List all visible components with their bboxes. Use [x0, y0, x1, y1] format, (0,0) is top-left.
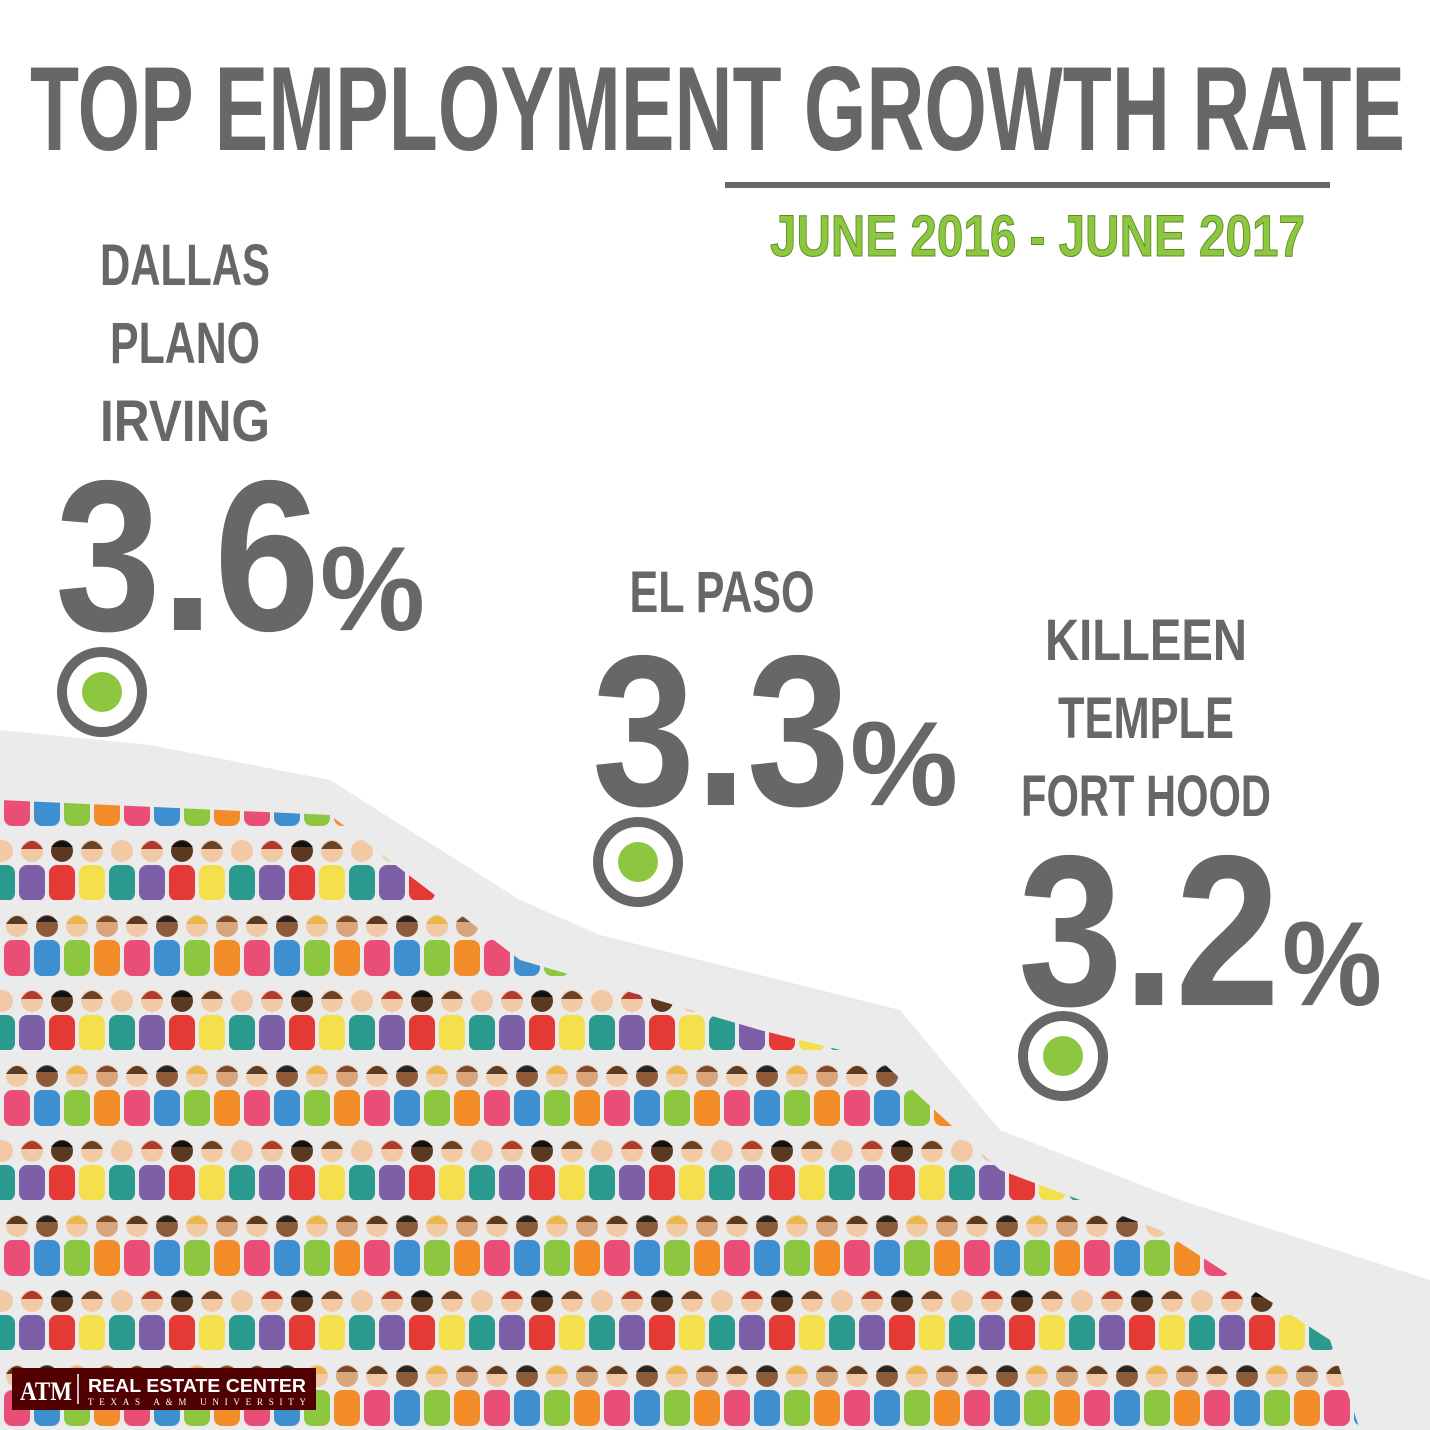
marker-dot	[1043, 1036, 1083, 1076]
growth-unit: %	[1282, 897, 1382, 1031]
logo-mark: ATM	[20, 1377, 72, 1406]
logo-box	[12, 1368, 316, 1410]
title: TOP EMPLOYMENT GROWTH RATE	[30, 42, 1405, 176]
location-name: EL PASO	[630, 560, 815, 625]
logo-name: REAL ESTATE CENTER	[88, 1376, 306, 1396]
growth-value: 3.6	[55, 435, 320, 676]
growth-unit: %	[320, 522, 425, 656]
logo: ATM REAL ESTATE CENTER TEXAS A&M UNIVERS…	[12, 1368, 316, 1410]
location-name: KILLEEN	[1045, 608, 1247, 673]
growth-unit: %	[850, 697, 958, 831]
crowd	[0, 800, 1360, 1430]
location-name: FORT HOOD	[1021, 764, 1271, 829]
growth-value: 3.3	[592, 610, 850, 851]
growth-value: 3.2	[1018, 810, 1280, 1051]
location-name: TEMPLE	[1058, 686, 1234, 751]
subtitle: JUNE 2016 - JUNE 2017	[770, 204, 1305, 269]
location-name: DALLAS	[100, 233, 270, 298]
location-name: IRVING	[100, 389, 270, 454]
location-name: PLANO	[110, 311, 260, 376]
marker-dot	[618, 842, 658, 882]
marker-dot	[82, 672, 122, 712]
